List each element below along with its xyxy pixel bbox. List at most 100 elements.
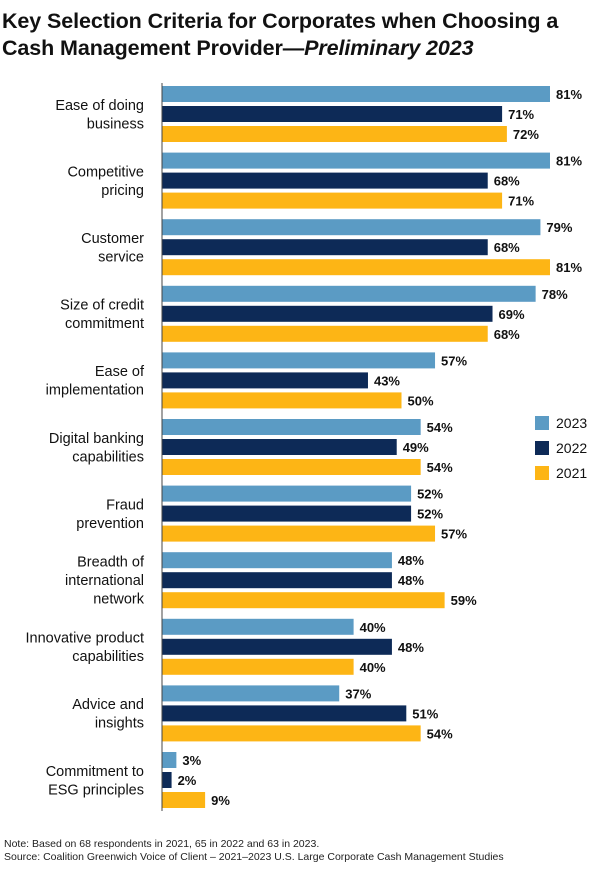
value-label: 43% bbox=[374, 373, 400, 388]
bar-2023 bbox=[162, 219, 541, 236]
legend-swatch-2022 bbox=[535, 441, 549, 455]
value-label: 68% bbox=[494, 240, 520, 255]
value-labels: 81% 71% 72% 81% 68% 71% 79% 68% 81% 78% 69% 68% 57% 4… bbox=[178, 87, 583, 808]
category-label: Customer bbox=[81, 231, 144, 247]
bar-2021 bbox=[162, 192, 503, 209]
value-label: 50% bbox=[408, 393, 434, 408]
bar-2022 bbox=[162, 239, 488, 256]
bar-2023 bbox=[162, 618, 354, 635]
bar-2023 bbox=[162, 86, 550, 102]
value-label: 81% bbox=[556, 87, 582, 102]
value-label: 72% bbox=[513, 127, 539, 142]
legend-label: 2023 bbox=[556, 415, 587, 431]
bar-2022 bbox=[162, 572, 392, 589]
note-text: Note: Based on 68 respondents in 2021, 6… bbox=[4, 838, 320, 850]
category-labels: Ease of doing business Competitive pricing C… bbox=[26, 98, 145, 799]
value-label: 49% bbox=[403, 440, 429, 455]
value-label: 51% bbox=[412, 706, 438, 721]
category-label: capabilities bbox=[72, 649, 144, 665]
bar-2022 bbox=[162, 772, 172, 788]
category-label: service bbox=[98, 249, 144, 265]
bar-2022 bbox=[162, 439, 397, 455]
value-label: 3% bbox=[182, 753, 201, 768]
value-label: 48% bbox=[398, 640, 424, 655]
value-label: 79% bbox=[546, 220, 572, 235]
bar-2021 bbox=[162, 325, 488, 342]
value-label: 57% bbox=[441, 527, 467, 542]
value-label: 78% bbox=[542, 287, 568, 302]
value-label: 54% bbox=[427, 726, 453, 741]
bar-2022 bbox=[162, 305, 493, 322]
bar-2021 bbox=[162, 658, 354, 675]
bar-2021 bbox=[162, 459, 421, 475]
bar-2023 bbox=[162, 552, 392, 569]
category-label: Fraud bbox=[106, 497, 144, 513]
category-label: Ease of doing bbox=[55, 98, 144, 114]
value-label: 68% bbox=[494, 327, 520, 342]
chart-title-main: Key Selection Criteria for Corporates wh… bbox=[2, 9, 559, 60]
legend-swatch-2023 bbox=[535, 416, 549, 430]
legend-swatch-2021 bbox=[535, 466, 549, 480]
bar-2023 bbox=[162, 685, 340, 702]
category-label: Innovative product bbox=[26, 631, 145, 647]
bar-2022 bbox=[162, 505, 412, 522]
value-label: 57% bbox=[441, 353, 467, 368]
bar-2021 bbox=[162, 725, 421, 742]
category-label: Size of credit bbox=[60, 298, 144, 314]
bar-2021 bbox=[162, 259, 550, 276]
bar-2022 bbox=[162, 638, 392, 655]
category-label: Advice and bbox=[72, 697, 144, 713]
legend-label: 2022 bbox=[556, 440, 587, 456]
category-label: Ease of bbox=[95, 364, 145, 380]
category-label: capabilities bbox=[72, 449, 144, 465]
bar-2022 bbox=[162, 106, 503, 122]
value-label: 68% bbox=[494, 174, 520, 189]
bars bbox=[162, 86, 550, 808]
legend-label: 2021 bbox=[556, 465, 587, 481]
category-label: Competitive bbox=[67, 164, 144, 180]
value-label: 40% bbox=[360, 620, 386, 635]
value-label: 71% bbox=[508, 194, 534, 209]
source-text: Source: Coalition Greenwich Voice of Cli… bbox=[4, 851, 504, 863]
chart-title: Key Selection Criteria for Corporates wh… bbox=[2, 8, 590, 62]
category-label: pricing bbox=[101, 183, 144, 199]
bar-2023 bbox=[162, 352, 436, 369]
bar-2021 bbox=[162, 592, 445, 609]
legend: 2023 2022 2021 bbox=[535, 415, 587, 481]
value-label: 81% bbox=[556, 154, 582, 169]
bar-2022 bbox=[162, 372, 368, 389]
value-label: 2% bbox=[178, 773, 197, 788]
bar-2021 bbox=[162, 392, 402, 409]
chart-title-italic: Preliminary 2023 bbox=[304, 36, 474, 60]
value-label: 71% bbox=[508, 107, 534, 122]
value-label: 59% bbox=[451, 593, 477, 608]
bar-2021 bbox=[162, 525, 436, 542]
value-label: 37% bbox=[345, 686, 371, 701]
bar-2021 bbox=[162, 126, 507, 142]
bar-2021 bbox=[162, 792, 206, 808]
category-label: ESG principles bbox=[48, 782, 144, 798]
category-label: commitment bbox=[65, 316, 144, 332]
category-label: Breadth of bbox=[77, 555, 145, 571]
category-label: implementation bbox=[46, 383, 144, 399]
category-label: business bbox=[87, 116, 144, 132]
value-label: 48% bbox=[398, 573, 424, 588]
bar-2023 bbox=[162, 285, 536, 302]
bar-2022 bbox=[162, 172, 488, 189]
value-label: 54% bbox=[427, 420, 453, 435]
category-label: Commitment to bbox=[46, 764, 144, 780]
value-label: 40% bbox=[360, 660, 386, 675]
bar-2023 bbox=[162, 485, 412, 502]
bar-2023 bbox=[162, 752, 177, 768]
value-label: 69% bbox=[499, 307, 525, 322]
bar-2023 bbox=[162, 419, 421, 435]
category-label: international bbox=[65, 573, 144, 589]
value-label: 54% bbox=[427, 460, 453, 475]
value-label: 52% bbox=[417, 487, 443, 502]
bar-2023 bbox=[162, 152, 550, 169]
category-label: insights bbox=[95, 716, 144, 732]
bar-2022 bbox=[162, 705, 407, 722]
value-label: 52% bbox=[417, 507, 443, 522]
value-label: 48% bbox=[398, 553, 424, 568]
